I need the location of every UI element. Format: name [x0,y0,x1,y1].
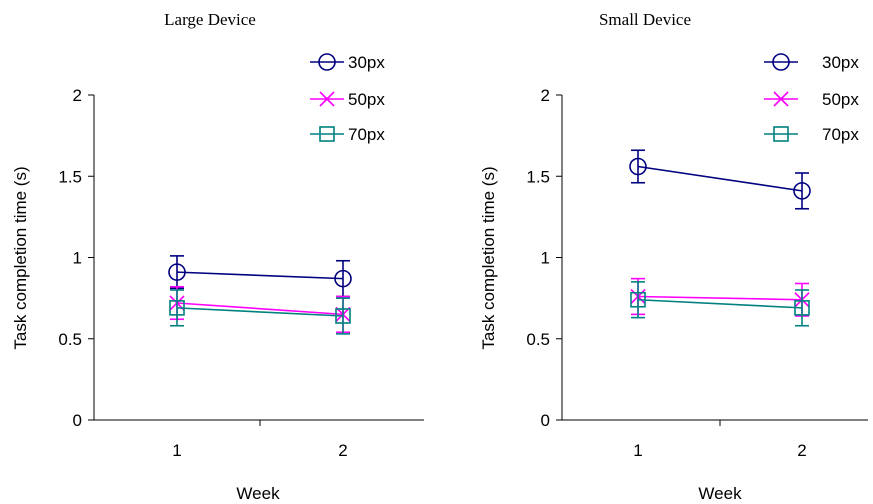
legend-label: 50px [348,90,385,109]
legend-label: 70px [348,125,385,144]
y-tick-label: 1 [73,249,82,268]
series-70px [630,281,810,327]
series-30px [168,255,352,298]
y-axis-label: Task completion time (s) [479,166,498,349]
legend-entry: 50px [310,90,385,109]
y-tick-label: 1 [541,249,550,268]
series-line [176,307,344,317]
legend-label: 30px [348,53,385,72]
legend-entry: 50px [764,90,859,109]
x-tick-label: 1 [172,441,181,460]
legend-marker [772,53,790,71]
y-tick-label: 0 [73,411,82,430]
legend-entry: 30px [310,53,385,72]
legend-marker [773,91,789,107]
series-50px [630,277,810,317]
data-point [169,300,185,316]
y-tick-label: 2 [73,86,82,105]
legend-marker [319,126,335,142]
y-tick-label: 2 [541,86,550,105]
series-line [176,271,344,280]
y-tick-label: 0.5 [526,330,550,349]
y-tick-label: 0 [541,411,550,430]
data-point [794,300,810,316]
series-line [637,165,803,192]
legend-label: 70px [822,125,859,144]
data-point [335,308,351,324]
series-line [176,302,344,316]
data-point [334,269,352,288]
legend-label: 30px [822,53,859,72]
chart-title: Large Device [164,10,256,29]
x-axis-label: Week [698,484,742,503]
legend-label: 50px [822,90,859,109]
x-tick-label: 1 [633,441,642,460]
legend-entry: 30px [764,53,859,72]
legend-entry: 70px [310,125,385,144]
chart-small-device: Small Device Task completion time (s) We… [479,10,868,503]
legend-marker [319,91,335,107]
series-30px [629,149,811,210]
data-point [168,263,186,281]
legend-entry: 70px [764,125,859,144]
y-tick-label: 0.5 [58,330,82,349]
data-point [629,157,647,176]
x-tick-label: 2 [338,441,347,460]
y-tick-label: 1.5 [58,167,82,186]
x-tick-label: 2 [797,441,806,460]
legend-marker [773,126,789,142]
y-axis-label: Task completion time (s) [11,166,30,349]
x-axis-label: Week [236,484,280,503]
series-line [637,298,803,309]
series-70px [169,289,351,335]
chart-title: Small Device [599,10,691,29]
data-point [793,182,811,200]
chart-large-device: Large Device Task completion time (s) We… [11,10,424,503]
legend-marker [318,53,336,71]
data-point [630,291,646,308]
series-line [637,295,803,301]
y-tick-label: 1.5 [526,167,550,186]
